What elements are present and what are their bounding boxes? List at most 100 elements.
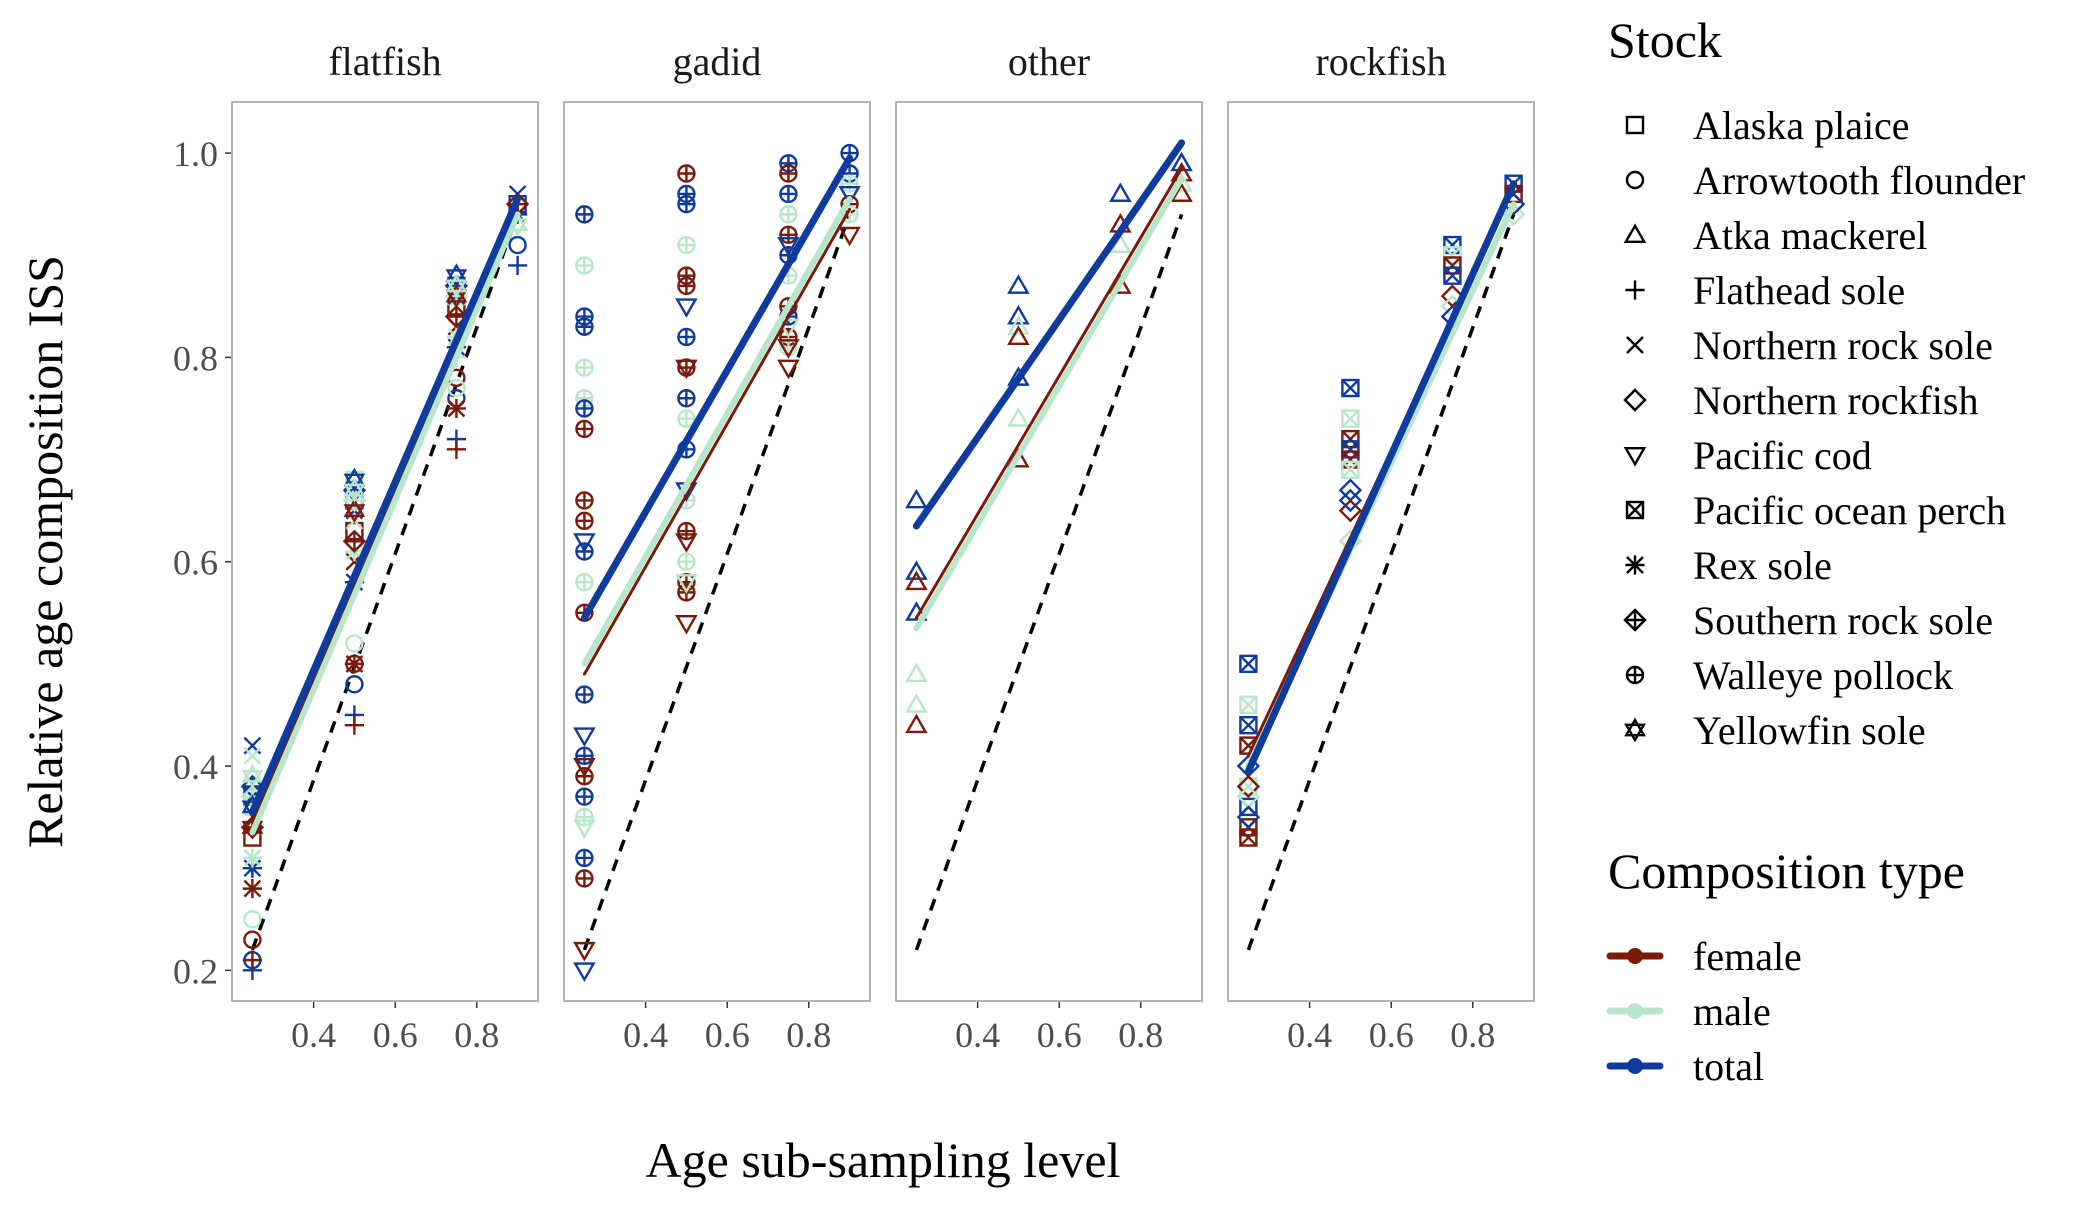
data-point [345,634,364,653]
data-point [242,879,262,899]
marker-part [1623,447,1647,467]
marker-part [343,473,366,493]
data-point [575,746,594,766]
marker-part [1623,223,1647,244]
data-point [677,276,696,296]
marker-part [1239,695,1258,714]
marker-part [1341,460,1360,479]
data-point [677,327,696,347]
marker-part [573,819,596,839]
data-point [677,409,696,428]
marker-part [1341,378,1360,398]
data-point [677,389,696,408]
data-point [575,317,594,336]
marker-part [1626,501,1644,519]
marker-part [675,298,698,318]
marker-part [445,273,468,293]
marker-part [243,879,262,898]
data-point [677,521,696,541]
marker-part [1007,274,1030,294]
legend-key-diamond [1623,388,1647,412]
data-point [905,570,928,591]
data-point [779,225,798,245]
legend-stock-label: Atka mackerel [1693,213,1927,258]
panel-border [231,101,539,1002]
data-point [905,488,928,509]
marker-part [1623,388,1647,412]
data-point [243,930,262,949]
marker-part [675,574,698,594]
data-point [573,758,596,778]
data-point [242,848,262,868]
y-axis-title: Relative age composition ISS [17,255,73,848]
x-tick-label: 0.6 [1037,1015,1082,1055]
marker-part [1625,500,1645,520]
facet-panel-rockfish: rockfish 0.4 0.6 0.8 [1227,39,1535,1055]
trend-line-male [249,211,521,836]
trend-line-male [581,196,853,667]
data-point [343,477,366,503]
plot-area [240,185,530,980]
legend-key-plus [1625,280,1645,300]
marker-part [445,269,468,289]
trend-line-male [913,175,1185,632]
data-point [1239,695,1258,714]
data-point [1007,407,1030,427]
panel-border [563,101,871,1002]
legend-dot-female [1627,948,1643,964]
marker-part [1341,460,1360,479]
trend-line-total [912,139,1186,530]
marker-part [343,483,366,503]
marker-part [1341,379,1360,397]
panel-border [1227,101,1535,1002]
panel-border [895,101,1203,1002]
data-point [905,693,928,713]
marker-part [905,488,928,509]
y-tick-label: 0.6 [173,543,218,583]
data-point [575,572,594,592]
data-point [675,359,698,380]
marker-part [1443,266,1462,285]
marker-part [243,746,262,765]
marker-part [1007,325,1030,345]
data-point [243,910,262,929]
trend-line-total [248,195,522,816]
marker-part [777,359,800,380]
marker-part [345,675,364,694]
data-point [777,359,800,380]
marker-part [1341,409,1360,428]
data-point [777,318,800,339]
marker-part [905,662,928,683]
marker-part [905,570,928,591]
marker-part [573,727,596,747]
legend-stock-label: Yellowfin sole [1693,708,1926,753]
data-point [344,654,364,674]
y-tick-label: 0.8 [173,338,218,378]
data-point [241,763,264,789]
data-point [575,511,594,531]
data-point [575,787,594,806]
x-tick-label: 0.8 [786,1015,831,1055]
legend-type-label: male [1693,989,1771,1034]
marker-part [573,758,596,778]
y-tick-label: 0.2 [173,951,218,991]
trend-line-total [1244,180,1518,775]
marker-part [445,283,468,303]
data-point [1236,805,1261,829]
marker-part [1239,777,1258,796]
facet-panel-gadid: gadid 0.4 0.6 0.8 [563,39,871,1055]
legend-stock-label: Walleye pollock [1693,653,1953,698]
legend-dot-male [1627,1003,1643,1019]
trend-line-total [580,154,854,622]
data-point [1007,325,1030,345]
data-point [575,491,594,510]
marker-part [447,399,466,418]
marker-part [1239,654,1258,674]
data-point [779,184,798,204]
marker-part [1338,498,1363,523]
data-point [677,552,696,571]
legend-stock-label: Arrowtooth flounder [1693,158,2025,203]
data-point [838,226,861,247]
marker-part [777,237,800,257]
marker-part [1239,715,1258,735]
